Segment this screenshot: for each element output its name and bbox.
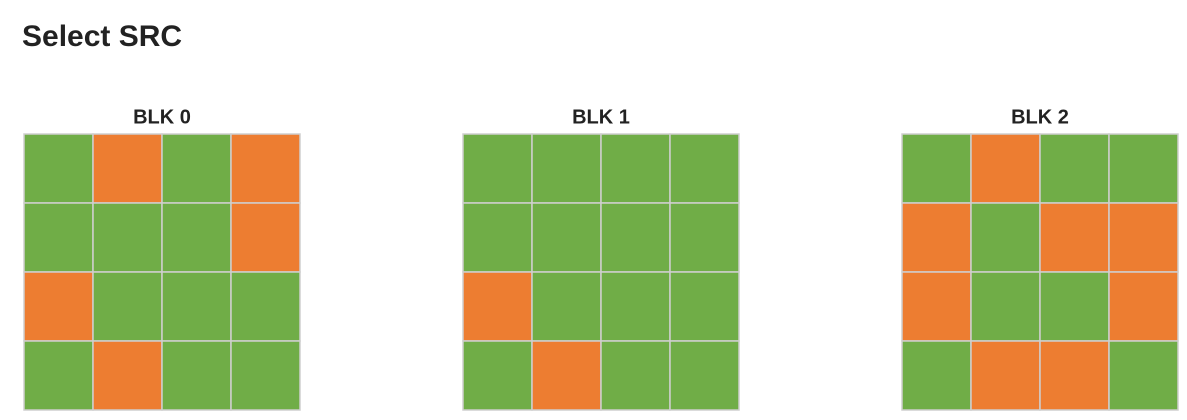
cell	[462, 133, 533, 204]
block-label: BLK 2	[1011, 106, 1069, 128]
cell	[23, 340, 94, 411]
cell	[161, 133, 232, 204]
cell	[531, 271, 602, 342]
cell	[669, 340, 740, 411]
cell	[92, 133, 163, 204]
cell	[970, 271, 1041, 342]
cell	[161, 202, 232, 273]
cell	[669, 133, 740, 204]
cell	[92, 271, 163, 342]
cell	[23, 202, 94, 273]
cell	[462, 202, 533, 273]
cell	[901, 271, 972, 342]
cell	[1039, 202, 1110, 273]
cell	[531, 202, 602, 273]
cell	[230, 133, 301, 204]
cell	[901, 340, 972, 411]
cell	[230, 340, 301, 411]
block-label: BLK 1	[572, 106, 630, 128]
cell	[462, 271, 533, 342]
cell	[1108, 133, 1179, 204]
cell	[531, 133, 602, 204]
cell	[1108, 340, 1179, 411]
cell	[230, 271, 301, 342]
cell	[600, 133, 671, 204]
cell	[669, 271, 740, 342]
cell	[230, 202, 301, 273]
cell	[1039, 271, 1110, 342]
cell	[92, 340, 163, 411]
cell	[970, 340, 1041, 411]
cell	[161, 340, 232, 411]
cell	[600, 340, 671, 411]
cell	[970, 133, 1041, 204]
title: Select SRC	[22, 20, 182, 53]
block-label: BLK 0	[133, 106, 191, 128]
cell	[600, 202, 671, 273]
cell	[161, 271, 232, 342]
cell	[600, 271, 671, 342]
cell	[901, 133, 972, 204]
cell	[1108, 271, 1179, 342]
cell	[669, 202, 740, 273]
cell	[970, 202, 1041, 273]
cell	[901, 202, 972, 273]
cell	[531, 340, 602, 411]
cell	[462, 340, 533, 411]
cell	[1039, 340, 1110, 411]
cell	[1108, 202, 1179, 273]
cell	[1039, 133, 1110, 204]
cell	[23, 133, 94, 204]
cell	[92, 202, 163, 273]
cell	[23, 271, 94, 342]
